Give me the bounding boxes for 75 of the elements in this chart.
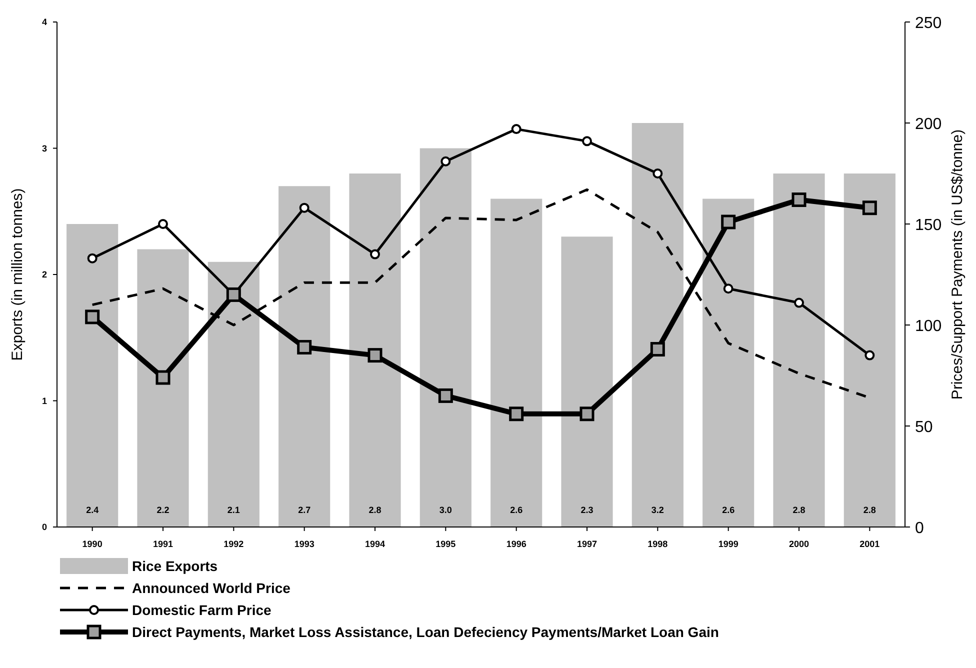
bar — [208, 262, 260, 527]
point — [438, 388, 453, 403]
bar — [66, 224, 118, 527]
x-tick-label: 1996 — [506, 539, 526, 549]
x-tick-label: 1998 — [648, 539, 668, 549]
y-tick-label: 1 — [42, 396, 47, 406]
point — [792, 192, 806, 208]
bar — [561, 236, 613, 527]
legend-label: Direct Payments, Market Loss Assistance, Loan Defeciency Payments/Market Loan Gain — [132, 624, 719, 640]
data-label: 2.6 — [722, 505, 735, 515]
point — [440, 156, 451, 166]
legend-label: Domestic Farm Price — [132, 602, 272, 618]
legend-label: Rice Exports — [132, 558, 218, 574]
x-tick-label: 1997 — [576, 539, 598, 549]
point — [370, 249, 380, 260]
data-label: 2.7 — [298, 505, 311, 515]
y2-tick-label: 150 — [915, 217, 942, 234]
y2-tick-label: 250 — [915, 15, 942, 32]
x-tick-label: 1992 — [224, 539, 244, 549]
bar — [349, 174, 401, 527]
point — [299, 202, 310, 213]
data-label: 2.8 — [368, 505, 382, 515]
bar — [490, 198, 542, 527]
y-tick-label: 4 — [42, 17, 47, 27]
point — [650, 342, 665, 356]
y2-axis-title: Prices/Support Payments (in US$/tonne) — [949, 129, 966, 400]
y2-tick-label: 100 — [915, 318, 942, 335]
point — [297, 340, 312, 354]
point — [582, 136, 592, 146]
bar — [137, 249, 189, 527]
data-label: 3.0 — [439, 505, 452, 515]
x-tick-label: 2001 — [860, 539, 880, 549]
y2-tick-label: 200 — [915, 116, 942, 133]
bar — [420, 148, 472, 527]
data-label: 2.1 — [227, 505, 240, 515]
bar — [773, 174, 825, 527]
point — [864, 350, 875, 360]
x-tick-label: 1990 — [82, 539, 102, 549]
x-tick-label: 1994 — [364, 539, 386, 549]
data-label: 2.3 — [580, 505, 594, 515]
point — [721, 214, 736, 230]
point — [509, 406, 524, 422]
point — [723, 284, 734, 294]
y-tick-label: 2 — [42, 270, 47, 280]
data-label: 3.2 — [651, 505, 664, 515]
y-tick-label: 3 — [42, 143, 47, 154]
bar — [702, 198, 754, 527]
legend-label: Announced World Price — [132, 580, 291, 596]
point — [85, 310, 100, 324]
bar — [278, 186, 330, 527]
x-tick-label: 2000 — [788, 539, 810, 549]
point — [156, 370, 170, 385]
y-axis-title: Exports (in million tonnes) — [9, 188, 26, 361]
data-label: 2.6 — [510, 505, 523, 515]
data-label: 2.8 — [792, 505, 806, 515]
point — [580, 406, 594, 422]
point — [511, 124, 522, 134]
bar — [844, 174, 896, 527]
x-tick-label: 1999 — [718, 539, 738, 549]
y-tick-label: 0 — [42, 522, 47, 532]
data-label: 2.4 — [86, 505, 99, 515]
bar — [632, 123, 684, 527]
x-tick-label: 1995 — [436, 539, 456, 549]
x-tick-label: 1991 — [152, 539, 174, 549]
data-label: 2.2 — [156, 505, 170, 515]
x-tick-label: 1993 — [294, 539, 314, 549]
point — [652, 168, 663, 178]
point — [794, 298, 804, 308]
y2-tick-label: 50 — [915, 419, 933, 436]
y2-tick-label: 0 — [915, 520, 924, 537]
data-label: 2.8 — [863, 505, 876, 515]
point — [158, 219, 168, 229]
point — [87, 253, 98, 264]
point — [368, 348, 382, 363]
point — [862, 200, 877, 216]
